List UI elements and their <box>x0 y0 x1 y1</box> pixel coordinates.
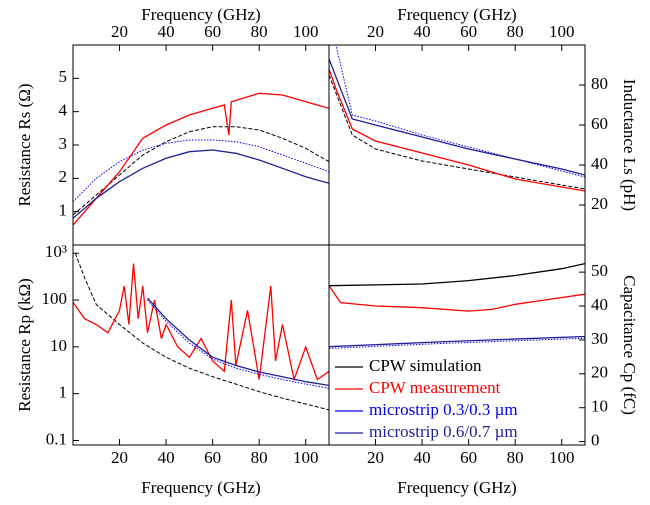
y-tick-label: 3 <box>59 134 68 153</box>
y-tick-label: 0 <box>591 431 600 450</box>
plot-area <box>73 92 329 226</box>
x-tick-label: 100 <box>549 448 575 467</box>
panel-frame <box>328 244 586 446</box>
x-tick-label: 100 <box>293 448 319 467</box>
y-tick-label: 10³ <box>45 242 67 261</box>
y-tick-label: 40 <box>591 154 608 173</box>
x-tick-label: 40 <box>158 22 175 41</box>
y-tick-label: 20 <box>591 194 608 213</box>
x-tick-label: 40 <box>158 448 175 467</box>
panel-frame <box>328 44 586 246</box>
x-tick-label: 60 <box>204 22 221 41</box>
x-tick-label: 60 <box>460 22 477 41</box>
series-line <box>73 139 329 203</box>
series-line <box>73 149 329 219</box>
series-line <box>329 262 585 287</box>
y-tick-label: 40 <box>591 295 608 314</box>
series-line <box>329 58 585 176</box>
y-tick-label: 2 <box>59 167 68 186</box>
series-line <box>74 253 329 411</box>
legend-label: CPW measurement <box>369 378 501 397</box>
panel-frame <box>72 44 330 246</box>
x-axis-label: Frequency (GHz) <box>397 5 516 24</box>
x-tick-label: 80 <box>251 448 268 467</box>
x-tick-label: 20 <box>367 22 384 41</box>
y-tick-label: 5 <box>59 67 68 86</box>
y-tick-label: 60 <box>591 114 608 133</box>
x-axis-label: Frequency (GHz) <box>141 478 260 497</box>
series-line <box>147 297 329 387</box>
panel-frame <box>72 244 330 446</box>
x-tick-label: 40 <box>414 448 431 467</box>
series-line <box>147 299 329 389</box>
x-tick-label: 80 <box>251 22 268 41</box>
y-axis-label: Inductance Ls (pH) <box>620 79 639 211</box>
x-tick-label: 20 <box>111 22 128 41</box>
x-tick-label: 60 <box>460 448 477 467</box>
x-tick-label: 100 <box>293 22 319 41</box>
y-axis-label: Resistance Rs (Ω) <box>15 83 34 206</box>
series-line <box>329 337 585 349</box>
x-axis-label: Frequency (GHz) <box>141 5 260 24</box>
y-tick-label: 1 <box>59 201 68 220</box>
series-line <box>73 126 329 216</box>
x-tick-label: 20 <box>111 448 128 467</box>
plot-area <box>73 253 329 411</box>
legend-label: microstrip 0.3/0.3 µm <box>369 400 518 419</box>
y-tick-label: 10 <box>50 336 67 355</box>
y-tick-label: 100 <box>42 289 68 308</box>
x-tick-label: 80 <box>507 22 524 41</box>
plot-area <box>329 262 585 349</box>
y-tick-label: 0.1 <box>46 429 67 448</box>
y-tick-label: 4 <box>59 101 68 120</box>
x-axis-label: Frequency (GHz) <box>397 478 516 497</box>
series-line <box>335 45 585 178</box>
x-tick-label: 60 <box>204 448 221 467</box>
x-tick-label: 40 <box>414 22 431 41</box>
x-tick-label: 20 <box>367 448 384 467</box>
plot-area <box>329 45 585 192</box>
x-tick-label: 80 <box>507 448 524 467</box>
y-axis-label: Capacitance Cp (fC) <box>620 275 639 415</box>
y-tick-label: 30 <box>591 329 608 348</box>
series-line <box>73 263 329 382</box>
series-line <box>329 74 585 190</box>
series-line <box>329 335 585 348</box>
y-tick-label: 10 <box>591 397 608 416</box>
legend-label: CPW simulation <box>369 356 482 375</box>
y-tick-label: 1 <box>59 383 68 402</box>
series-line <box>73 92 329 226</box>
y-tick-label: 20 <box>591 363 608 382</box>
series-line <box>329 68 585 192</box>
x-tick-label: 100 <box>549 22 575 41</box>
y-tick-label: 50 <box>591 261 608 280</box>
y-tick-label: 80 <box>591 74 608 93</box>
series-line <box>329 285 585 312</box>
y-axis-label: Resistance Rp (kΩ) <box>15 278 34 412</box>
legend-label: microstrip 0.6/0.7 µm <box>369 422 518 441</box>
